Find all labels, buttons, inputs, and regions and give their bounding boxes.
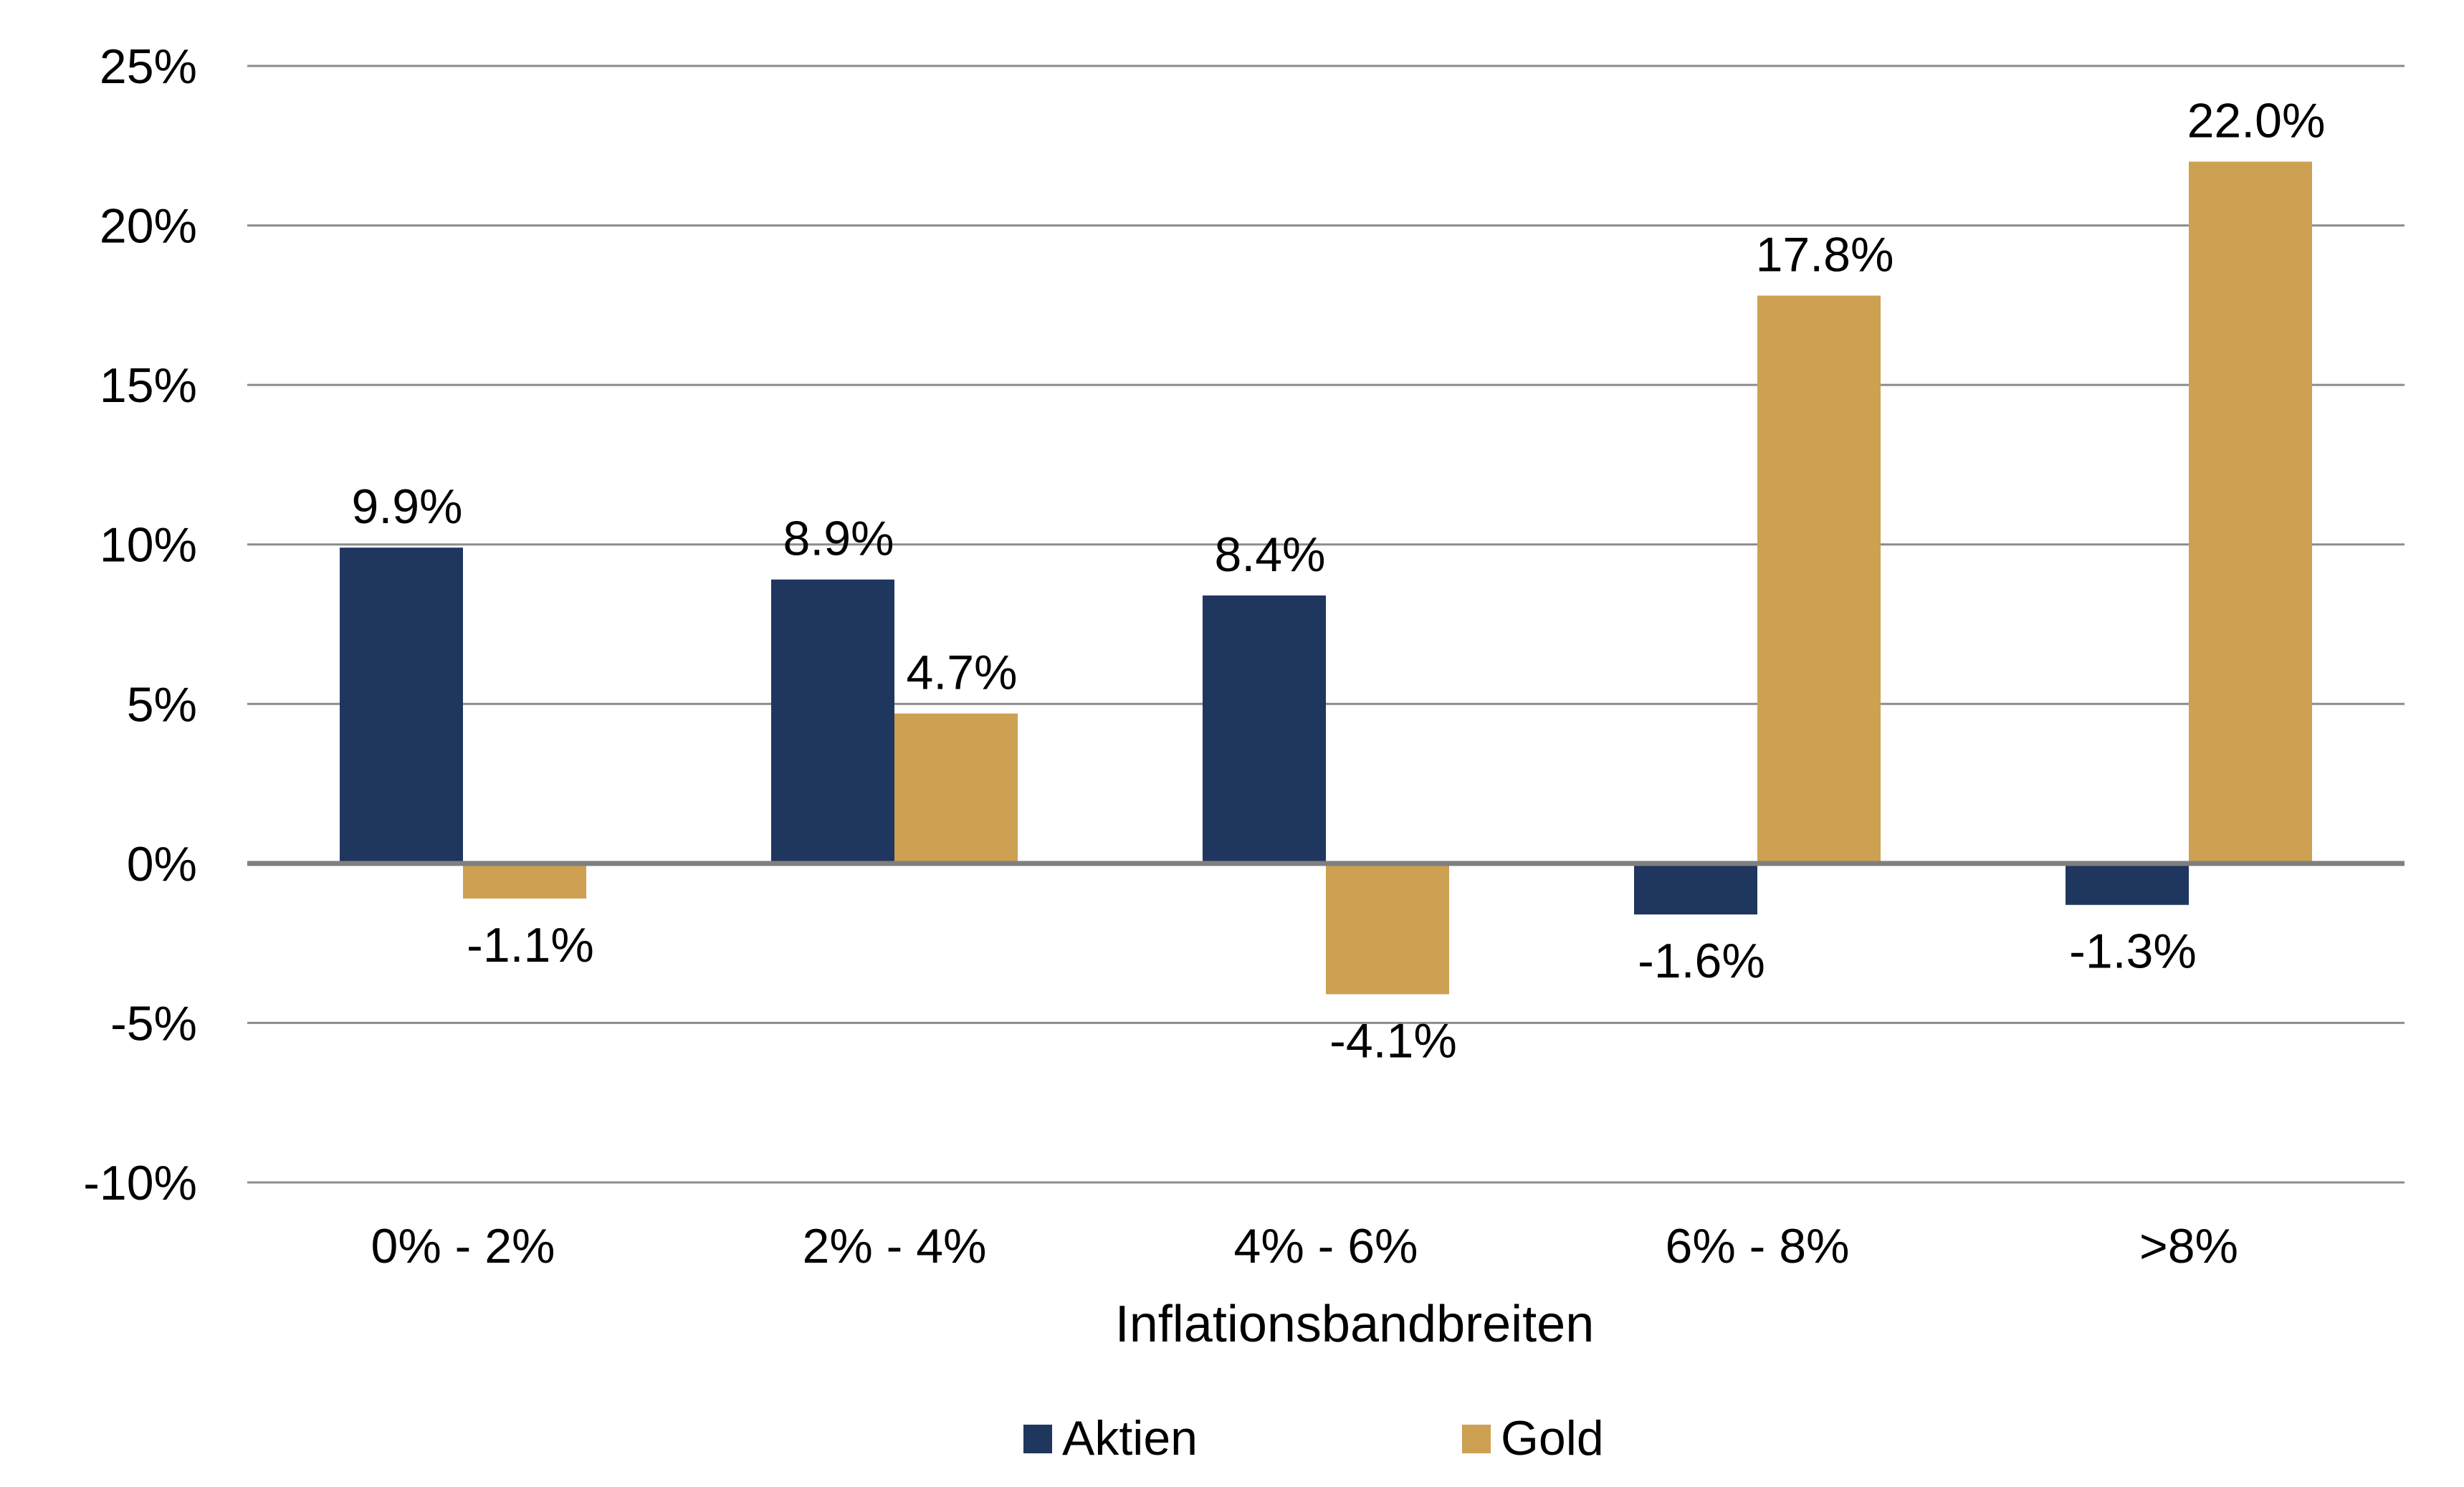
x-tick-label: 2% - 4% [803, 1219, 987, 1273]
y-tick-label: 20% [100, 199, 197, 254]
data-label-aktien: 8.9% [783, 512, 894, 566]
x-axis-categories: 0% - 2% 2% - 4% 4% - 6% 6% - 8% >8% [371, 1219, 2239, 1273]
y-tick-label: 5% [127, 677, 197, 732]
y-tick-label: -10% [83, 1156, 197, 1210]
bar-gold [1326, 863, 1449, 995]
x-tick-label: >8% [2139, 1219, 2238, 1273]
x-tick-label: 0% - 2% [371, 1219, 555, 1273]
bar-aktien [2066, 863, 2189, 905]
y-axis-ticks: 25% 20% 15% 10% 5% 0% -5% -10% [83, 39, 197, 1210]
x-tick-label: 4% - 6% [1234, 1219, 1418, 1273]
data-label-gold: -1.1% [467, 918, 594, 972]
bar-gold [1757, 295, 1881, 864]
data-label-gold: 17.8% [1756, 228, 1894, 282]
bar-aktien [340, 548, 463, 864]
bar-aktien [1203, 595, 1326, 864]
bar-aktien [1634, 863, 1757, 915]
legend: Aktien Gold [1023, 1411, 1604, 1466]
y-tick-label: 15% [100, 358, 197, 413]
y-tick-label: 25% [100, 39, 197, 94]
data-label-aktien: 8.4% [1215, 527, 1326, 582]
x-axis-title: Inflationsbandbreiten [1115, 1296, 1595, 1353]
bar-gold [2189, 161, 2312, 864]
data-label-aktien: -1.6% [1638, 934, 1765, 988]
legend-swatch-aktien [1023, 1425, 1052, 1453]
data-label-gold: 4.7% [907, 646, 1018, 700]
bar-gold [894, 713, 1018, 864]
y-tick-label: -5% [110, 996, 197, 1051]
y-tick-label: 10% [100, 518, 197, 573]
legend-label-aktien: Aktien [1062, 1411, 1198, 1466]
bar-aktien [771, 579, 894, 864]
bars [340, 161, 2312, 995]
y-tick-label: 0% [127, 837, 197, 891]
legend-label-gold: Gold [1501, 1411, 1604, 1466]
data-label-gold: -4.1% [1329, 1013, 1457, 1068]
data-label-aktien: 9.9% [352, 479, 463, 534]
data-labels: 9.9% -1.1% 8.9% 4.7% 8.4% -4.1% -1.6% 17.8% -1.3… [352, 94, 2326, 1068]
data-label-aktien: -1.3% [2069, 924, 2197, 979]
legend-swatch-gold [1462, 1425, 1491, 1453]
bar-gold [463, 863, 586, 899]
x-tick-label: 6% - 8% [1666, 1219, 1850, 1273]
data-label-gold: 22.0% [2187, 94, 2326, 148]
